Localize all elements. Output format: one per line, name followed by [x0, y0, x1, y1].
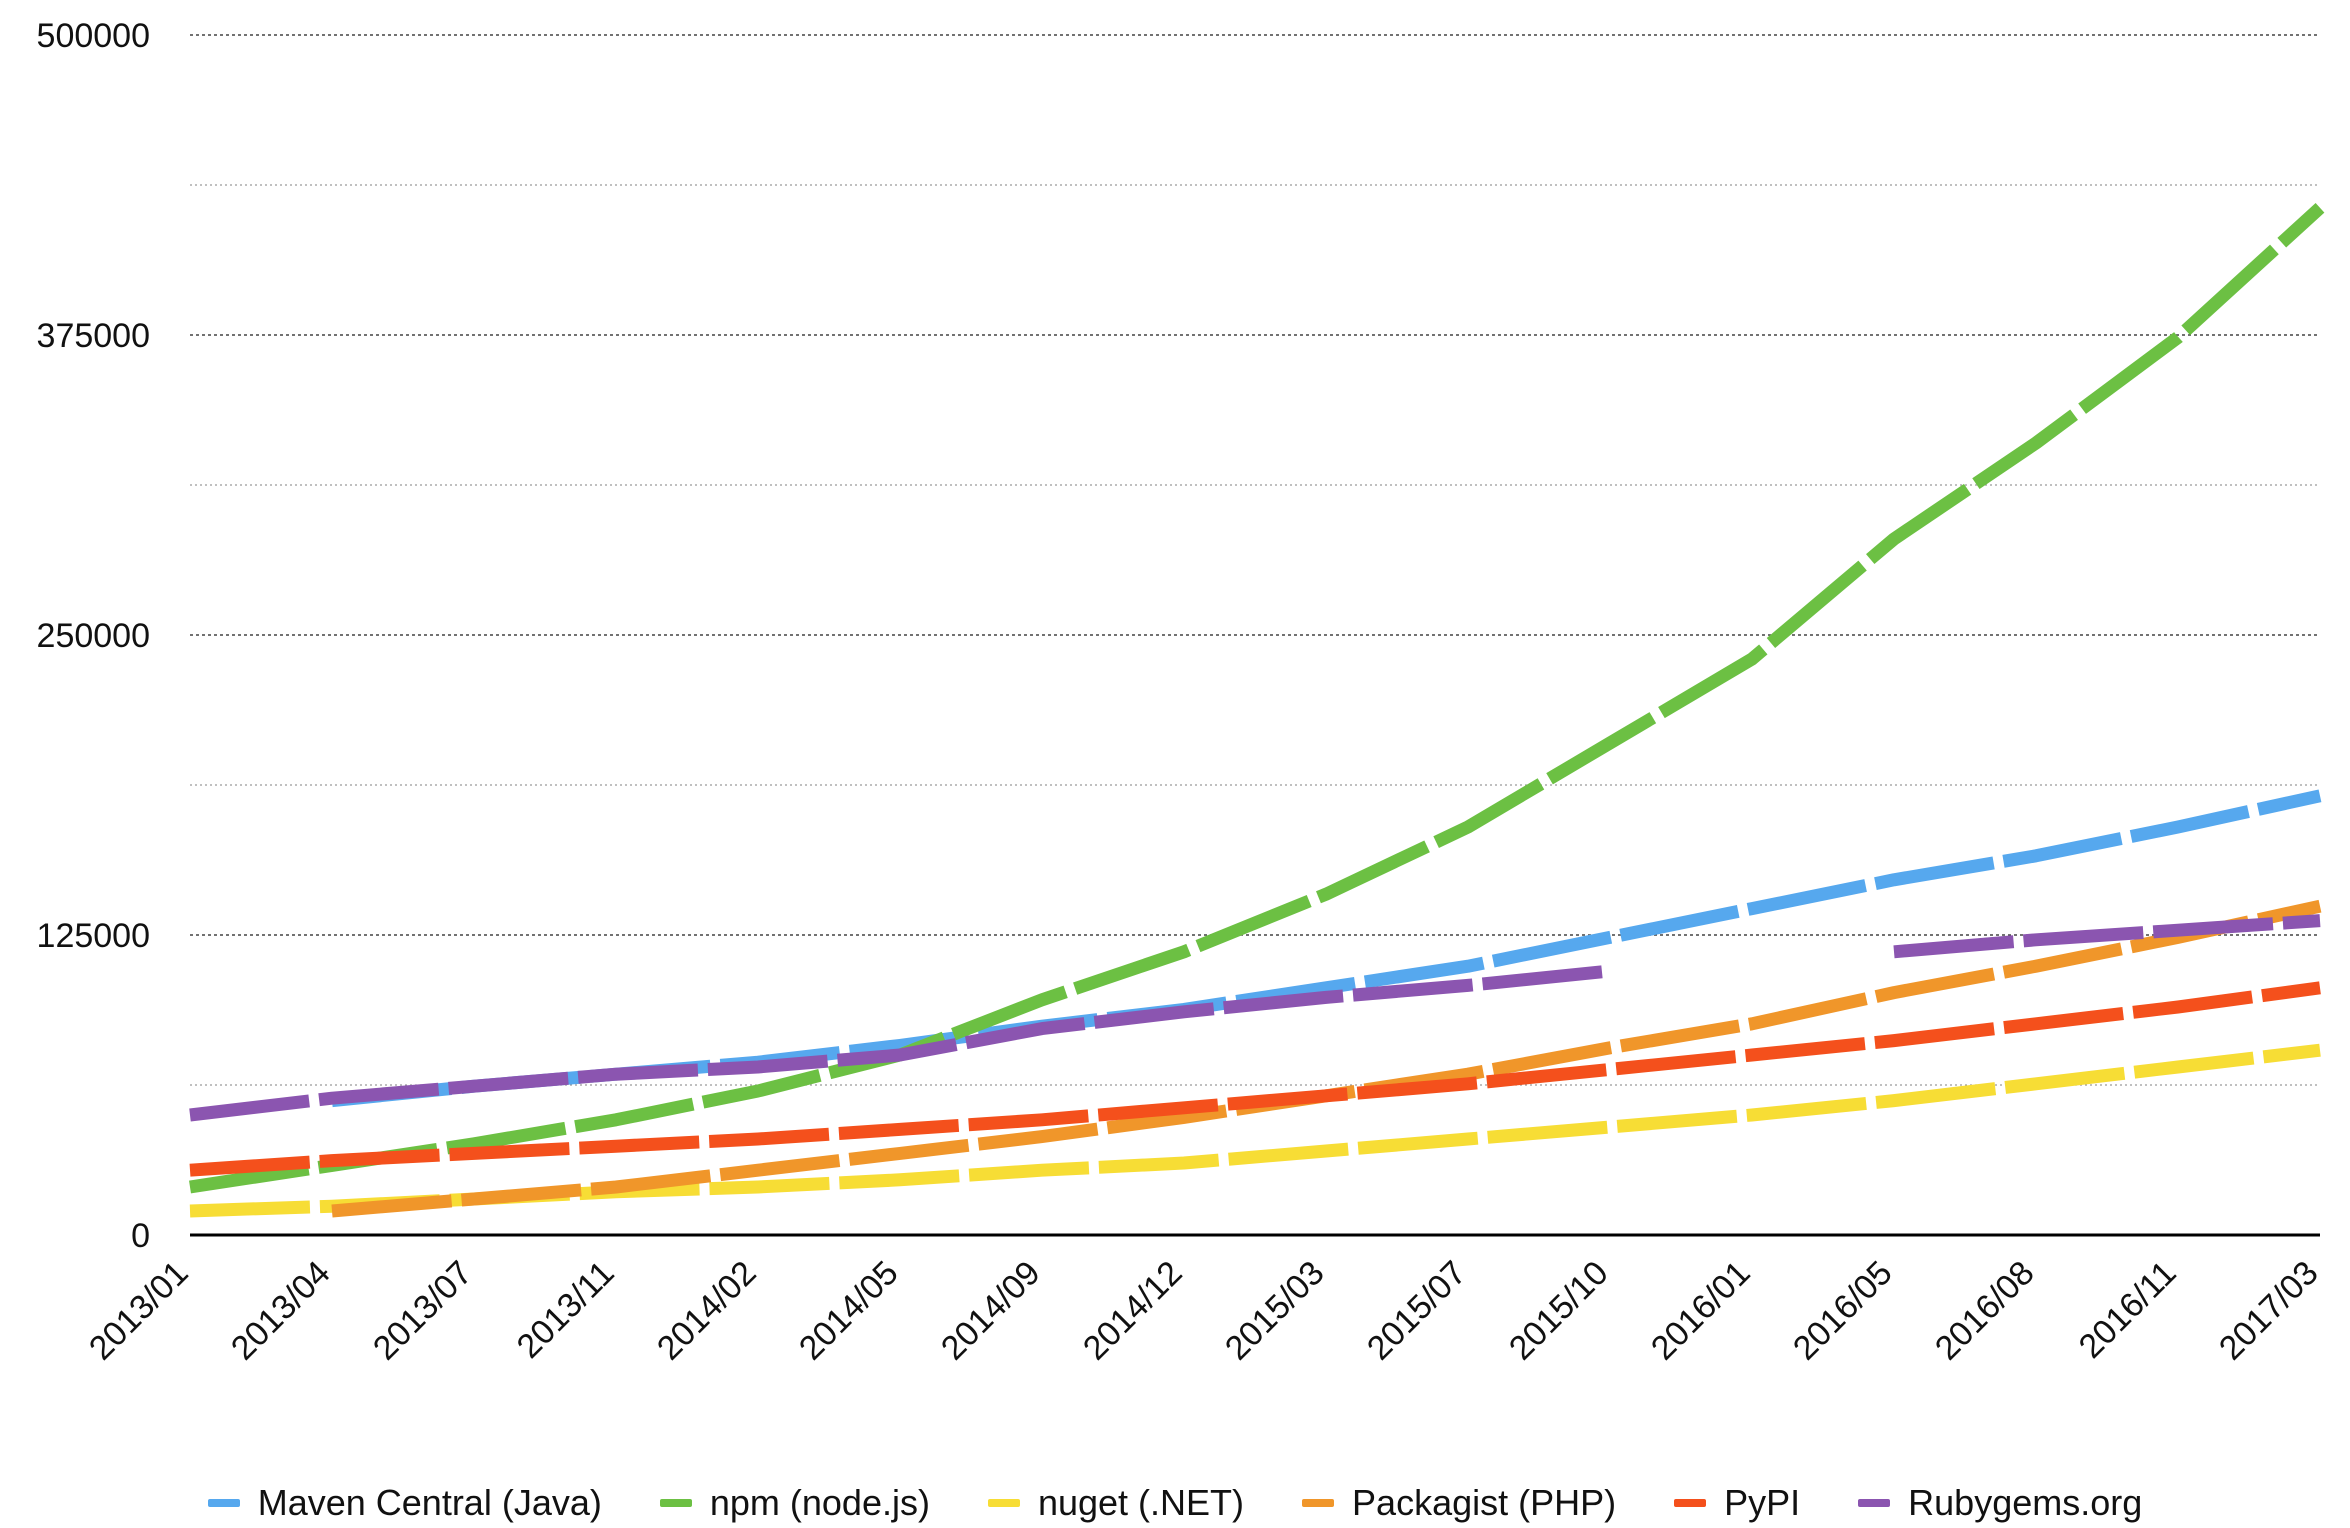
x-tick-label: 2014/02 — [650, 1254, 764, 1368]
legend-swatch — [1674, 1499, 1707, 1507]
x-tick-label: 2015/03 — [1218, 1254, 1332, 1368]
x-tick-label: 2017/03 — [2212, 1254, 2326, 1368]
series-line — [189, 981, 2321, 1177]
x-tick-label: 2014/12 — [1076, 1254, 1190, 1368]
series-segment — [189, 964, 1611, 1122]
legend-swatch — [987, 1499, 1020, 1507]
x-tick-label: 2016/05 — [1786, 1254, 1900, 1368]
gridlines — [190, 34, 2320, 1086]
legend-item: Packagist (PHP) — [1302, 1482, 1616, 1524]
series-line — [331, 899, 2322, 1218]
legend-swatch — [207, 1499, 240, 1507]
series-segment — [331, 789, 2322, 1108]
y-tick-label: 500000 — [37, 17, 150, 55]
legend-label: Rubygems.org — [1908, 1482, 2143, 1523]
y-tick-label: 0 — [131, 1217, 150, 1255]
legend-item: PyPI — [1674, 1482, 1800, 1524]
legend: Maven Central (Java) npm (node.js) nuget (… — [0, 1478, 2350, 1528]
legend-swatch — [1858, 1499, 1891, 1507]
series-segment — [189, 202, 2325, 1194]
y-tick-label: 375000 — [37, 317, 150, 355]
x-tick-label: 2016/08 — [1928, 1254, 2042, 1368]
legend-swatch — [1302, 1499, 1335, 1507]
x-tick-label: 2016/11 — [2072, 1254, 2184, 1366]
series-line — [189, 914, 2321, 1122]
series-segment — [189, 1043, 2321, 1218]
legend-label: nuget (.NET) — [1037, 1482, 1245, 1523]
x-tick-label: 2013/07 — [366, 1254, 480, 1368]
series-line — [331, 789, 2322, 1108]
x-tick-label: 2013/04 — [224, 1254, 338, 1368]
series-lines — [189, 202, 2325, 1218]
legend-item: Maven Central (Java) — [207, 1482, 602, 1524]
x-tick-label: 2016/01 — [1644, 1254, 1758, 1368]
x-tick-label: 2013/11 — [510, 1254, 622, 1366]
x-tick-label: 2015/10 — [1502, 1254, 1616, 1368]
line-chart: 0 125000 250000 375000 500000 2013/01 2013/04… — [37, 17, 2326, 1368]
legend-label: PyPI — [1724, 1482, 1801, 1523]
legend-item: nuget (.NET) — [987, 1482, 1245, 1524]
legend-label: npm (node.js) — [709, 1482, 930, 1523]
legend-swatch — [659, 1499, 692, 1507]
series-segment — [1893, 914, 2321, 959]
x-tick-label: 2015/07 — [1360, 1254, 1474, 1368]
x-tick-label: 2014/09 — [934, 1254, 1048, 1368]
y-tick-label: 125000 — [37, 917, 150, 955]
y-axis-labels: 0 125000 250000 375000 500000 — [37, 17, 150, 1255]
series-segment — [189, 981, 2321, 1177]
x-tick-label: 2013/01 — [82, 1254, 196, 1368]
legend-item: Rubygems.org — [1858, 1482, 2142, 1524]
x-tick-label: 2014/05 — [792, 1254, 906, 1368]
x-axis-labels: 2013/01 2013/04 2013/07 2013/11 2014/02 2014/… — [82, 1254, 2326, 1368]
legend-label: Packagist (PHP) — [1352, 1482, 1617, 1523]
legend-label: Maven Central (Java) — [257, 1482, 602, 1523]
legend-item: npm (node.js) — [659, 1482, 930, 1524]
y-tick-label: 250000 — [37, 617, 150, 655]
series-segment — [331, 899, 2322, 1218]
series-line — [189, 1043, 2321, 1218]
series-line — [189, 202, 2325, 1194]
